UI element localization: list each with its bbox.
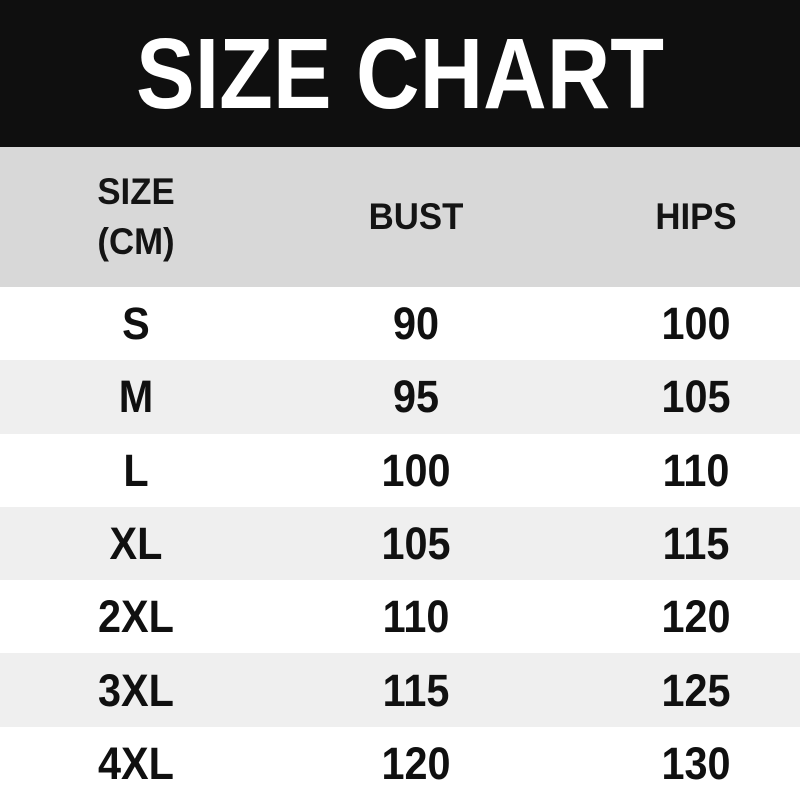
hips-cell: 100 [661, 298, 731, 350]
table-header-row: SIZE (CM) BUST HIPS [0, 147, 800, 287]
hips-cell: 120 [661, 591, 731, 643]
size-cell: 4XL [98, 737, 174, 789]
size-cell: XL [109, 517, 163, 569]
size-table: SIZE (CM) BUST HIPS S 90 100 M 95 105 L … [0, 147, 800, 800]
size-cell: L [123, 444, 149, 496]
hips-cell: 125 [661, 664, 731, 716]
header-bust: BUST [368, 196, 464, 238]
header-size: SIZE (CM) [4, 167, 267, 267]
bust-cell: 120 [381, 737, 451, 789]
table-row: 4XL 120 130 [0, 726, 800, 800]
hips-cell: 130 [661, 737, 731, 789]
bust-cell: 105 [381, 517, 451, 569]
hips-cell: 115 [662, 517, 730, 569]
header-size-line1: SIZE [97, 171, 175, 213]
hips-cell: 110 [662, 444, 730, 496]
size-cell: M [118, 371, 154, 423]
table-row: XL 105 115 [0, 506, 800, 581]
page-title: SIZE CHART [136, 17, 664, 130]
table-row: M 95 105 [0, 360, 800, 434]
bust-cell: 95 [392, 371, 440, 423]
size-table-inner: SIZE (CM) BUST HIPS S 90 100 M 95 105 L … [0, 147, 800, 800]
table-row: S 90 100 [0, 287, 800, 361]
bust-cell: 100 [381, 444, 451, 496]
size-cell: S [122, 298, 150, 350]
table-row: 3XL 115 125 [0, 653, 800, 727]
table-row: L 100 110 [0, 433, 800, 507]
header-size-line2: (CM) [97, 221, 175, 262]
table-row: 2XL 110 120 [0, 580, 800, 654]
hips-cell: 105 [661, 371, 731, 423]
header-hips: HIPS [655, 196, 737, 238]
bust-cell: 90 [392, 298, 440, 350]
bust-cell: 110 [382, 591, 450, 643]
title-banner: SIZE CHART [0, 0, 800, 147]
size-cell: 2XL [98, 591, 174, 643]
size-cell: 3XL [98, 664, 174, 716]
bust-cell: 115 [382, 664, 450, 716]
